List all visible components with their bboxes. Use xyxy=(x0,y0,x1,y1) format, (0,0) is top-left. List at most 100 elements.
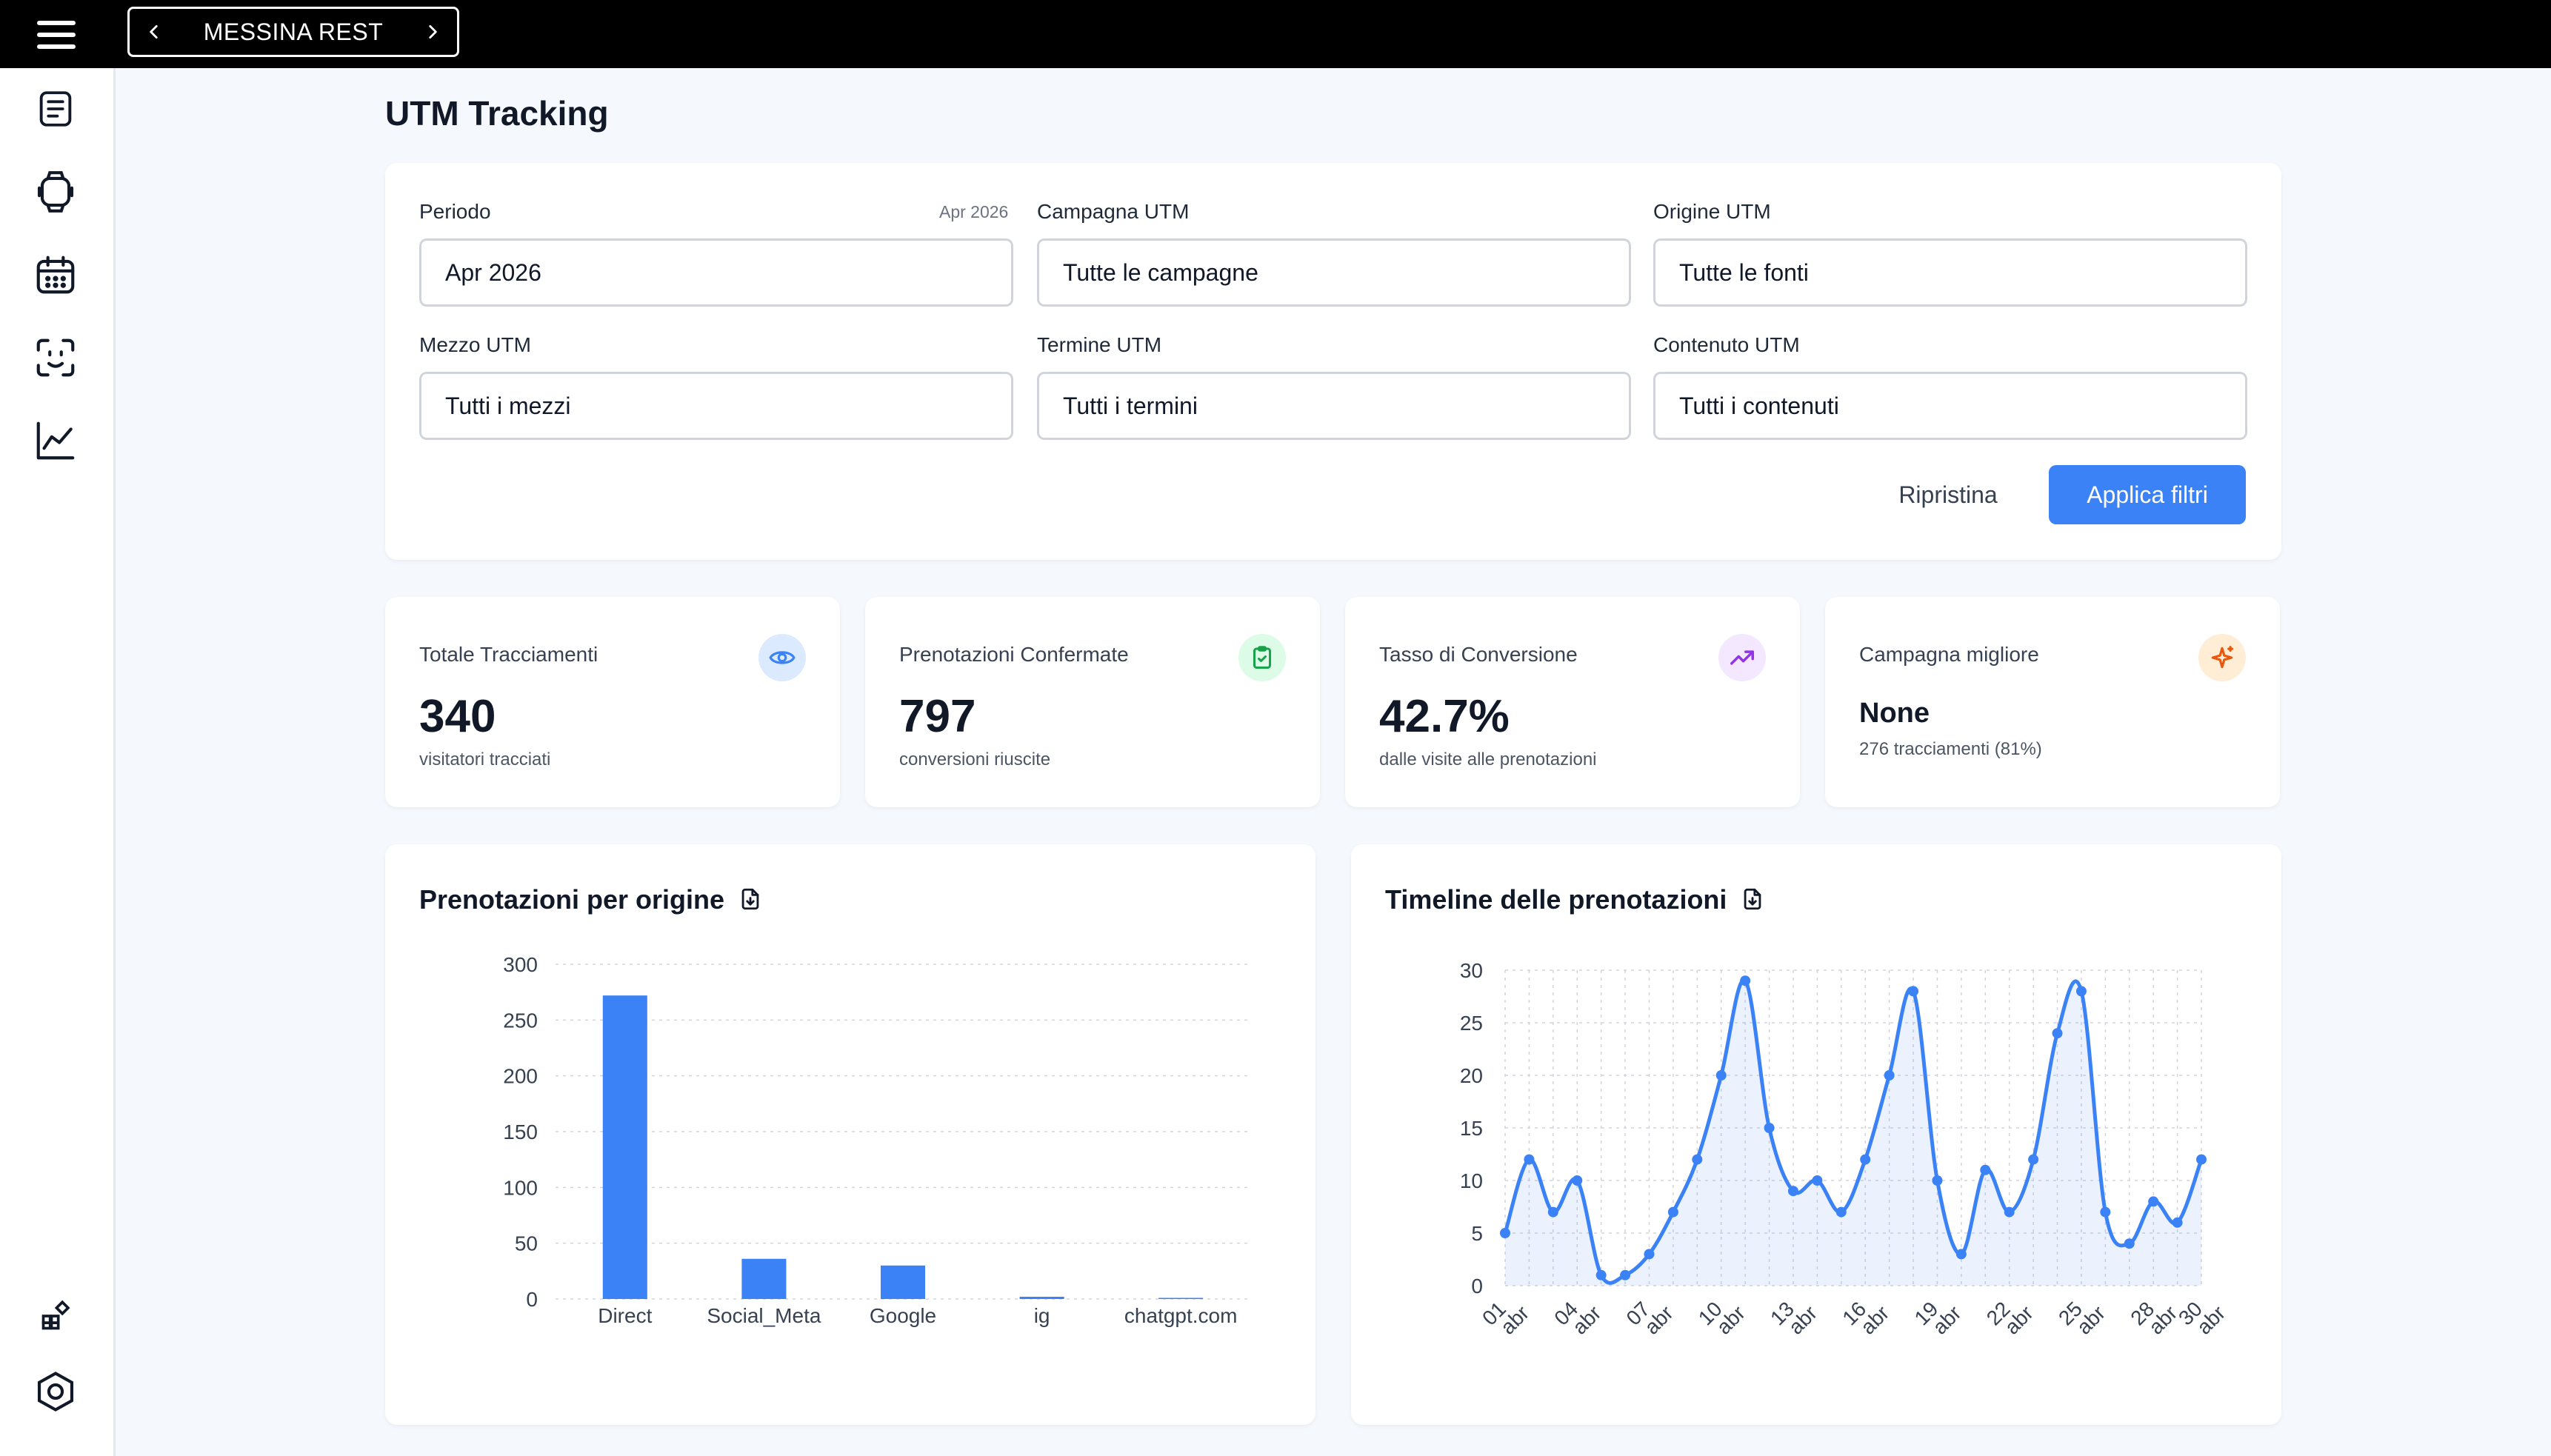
period-field[interactable]: Apr 2026 xyxy=(419,238,1013,307)
y-tick-label: 30 xyxy=(1460,959,1483,982)
download-icon[interactable] xyxy=(738,886,764,913)
venue-name: MESSINA REST xyxy=(203,19,384,45)
clipboard-check-icon xyxy=(1238,634,1286,681)
x-tick-label: 07abr xyxy=(1622,1288,1678,1343)
stat-card-bookings: Prenotazioni Confermate 797 conversioni … xyxy=(865,597,1320,807)
data-point xyxy=(1740,975,1751,986)
page-title: UTM Tracking xyxy=(385,94,609,133)
origin-chart-title-row: Prenotazioni per origine xyxy=(419,884,764,915)
line-chart-icon[interactable] xyxy=(28,413,83,468)
data-point xyxy=(1764,1123,1775,1133)
source-label: Origine UTM xyxy=(1653,200,1771,223)
data-point xyxy=(1812,1175,1823,1186)
x-tick-label: Direct xyxy=(598,1304,652,1327)
bar xyxy=(741,1258,787,1299)
venue-switcher: MESSINA REST xyxy=(127,7,459,57)
y-tick-label: 300 xyxy=(503,953,538,976)
origin-bar-chart: 0 50 100 150 200 250 300 Direct Social_Meta Googl… xyxy=(503,953,1250,1327)
origin-chart-title: Prenotazioni per origine xyxy=(419,884,725,915)
x-tick-label: 25abr xyxy=(2054,1288,2110,1343)
stat-value: 42.7% xyxy=(1379,691,1510,742)
stat-subtext: visitatori tracciati xyxy=(419,749,551,769)
stat-label: Tasso di Conversione xyxy=(1379,643,1578,666)
x-tick-label: chatgpt.com xyxy=(1124,1304,1238,1327)
reset-button[interactable]: Ripristina xyxy=(1898,481,1998,508)
data-point xyxy=(2148,1196,2159,1207)
data-point xyxy=(2196,1154,2207,1165)
x-tick-label: 19abr xyxy=(1910,1288,1966,1343)
x-tick-label: 22abr xyxy=(1982,1288,2038,1343)
data-point xyxy=(1908,986,1919,997)
apply-filters-button[interactable]: Applica filtri xyxy=(2049,465,2246,524)
x-tick-label: 10abr xyxy=(1694,1288,1750,1343)
period-hint: Apr 2026 xyxy=(939,202,1009,221)
term-select[interactable]: Tutti i termini xyxy=(1037,372,1631,440)
menu-icon[interactable] xyxy=(33,19,80,50)
stat-label: Totale Tracciamenti xyxy=(419,643,598,666)
x-tick-label: Social_Meta xyxy=(707,1304,821,1327)
data-point xyxy=(1692,1154,1703,1165)
y-tick-label: 50 xyxy=(515,1232,538,1255)
chevron-left-icon[interactable] xyxy=(136,13,173,50)
data-point xyxy=(1644,1249,1655,1260)
data-point xyxy=(1787,1186,1798,1197)
stat-value: 797 xyxy=(899,691,976,742)
source-select[interactable]: Tutte le fonti xyxy=(1653,238,2247,307)
data-point xyxy=(2052,1028,2063,1039)
data-point xyxy=(2172,1217,2183,1228)
watch-icon[interactable] xyxy=(28,164,83,219)
bar xyxy=(602,995,647,1299)
data-point xyxy=(1884,1070,1895,1081)
data-point xyxy=(2004,1206,2015,1218)
data-point xyxy=(1955,1249,1967,1260)
data-point xyxy=(2028,1154,2039,1165)
data-point xyxy=(1860,1154,1871,1165)
x-tick-label: 04abr xyxy=(1550,1288,1605,1343)
bar xyxy=(880,1265,926,1299)
x-tick-label: 30abr xyxy=(2174,1288,2230,1343)
y-tick-label: 20 xyxy=(1460,1064,1483,1087)
data-point xyxy=(1620,1269,1631,1280)
stat-value: 340 xyxy=(419,691,496,742)
content-label: Contenuto UTM xyxy=(1653,333,1800,356)
data-point xyxy=(1835,1206,1847,1218)
y-tick-label: 25 xyxy=(1460,1012,1483,1035)
area-fill xyxy=(1505,980,2201,1286)
medium-select[interactable]: Tutti i mezzi xyxy=(419,372,1013,440)
chevron-right-icon[interactable] xyxy=(414,13,451,50)
data-point xyxy=(2100,1206,2111,1218)
settings-hexagon-icon[interactable] xyxy=(28,1364,83,1419)
sidebar xyxy=(0,68,116,1456)
data-point xyxy=(1667,1206,1678,1218)
origin-chart-card: Prenotazioni per origine 0 50 100 150 200 250… xyxy=(385,844,1315,1425)
document-list-icon[interactable] xyxy=(28,81,83,136)
y-tick-label: 200 xyxy=(503,1065,538,1088)
y-tick-label: 5 xyxy=(1471,1222,1483,1245)
data-point xyxy=(1572,1175,1583,1186)
download-icon[interactable] xyxy=(1740,886,1767,913)
term-label: Termine UTM xyxy=(1037,333,1162,356)
top-bar: MESSINA REST xyxy=(0,0,2551,68)
data-point xyxy=(1547,1206,1558,1218)
data-point xyxy=(1932,1175,1943,1186)
y-tick-label: 150 xyxy=(503,1121,538,1143)
x-tick-label: 16abr xyxy=(1838,1288,1893,1343)
stat-card-best-campaign: Campagna migliore None 276 tracciamenti … xyxy=(1825,597,2280,807)
face-scan-icon[interactable] xyxy=(28,330,83,385)
data-point xyxy=(1500,1228,1510,1238)
stat-card-conversion: Tasso di Conversione 42.7% dalle visite … xyxy=(1345,597,1800,807)
timeline-chart-title-row: Timeline delle prenotazioni xyxy=(1385,884,1767,915)
campaign-select[interactable]: Tutte le campagne xyxy=(1037,238,1631,307)
x-tick-label: 13abr xyxy=(1766,1288,1821,1343)
content-select[interactable]: Tutti i contenuti xyxy=(1653,372,2247,440)
widgets-icon[interactable] xyxy=(28,1289,83,1343)
x-tick-label: ig xyxy=(1034,1304,1050,1327)
data-point xyxy=(2075,986,2087,997)
bar xyxy=(1158,1298,1204,1299)
timeline-area-chart: 0 5 10 15 20 25 30 01abr 04abr 07abr 10abr 13abr 16a… xyxy=(1460,959,2230,1343)
calendar-icon[interactable] xyxy=(28,247,83,302)
campaign-label: Campagna UTM xyxy=(1037,200,1190,223)
data-point xyxy=(1595,1269,1607,1280)
y-tick-label: 250 xyxy=(503,1009,538,1032)
trending-up-icon xyxy=(1718,634,1766,681)
